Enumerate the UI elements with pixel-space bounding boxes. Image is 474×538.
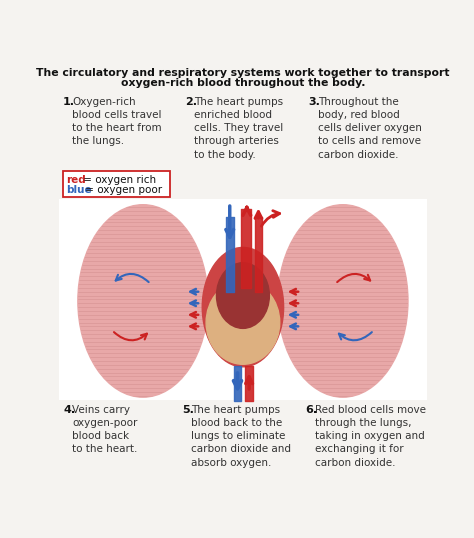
FancyBboxPatch shape (59, 199, 427, 400)
Ellipse shape (202, 247, 283, 367)
Ellipse shape (206, 281, 280, 364)
Text: Throughout the
body, red blood
cells deliver oxygen
to cells and remove
carbon d: Throughout the body, red blood cells del… (318, 97, 422, 160)
Text: 4.: 4. (63, 405, 75, 415)
Ellipse shape (78, 204, 208, 397)
Text: 1.: 1. (63, 97, 75, 107)
Text: = oxygen rich: = oxygen rich (80, 175, 156, 185)
Text: red: red (66, 175, 86, 185)
Text: = oxygen poor: = oxygen poor (82, 186, 162, 195)
Text: 5.: 5. (182, 405, 193, 415)
Text: The heart pumps
enriched blood
cells. They travel
through arteries
to the body.: The heart pumps enriched blood cells. Th… (194, 97, 283, 160)
Ellipse shape (278, 204, 408, 397)
Text: The circulatory and respiratory systems work together to transport: The circulatory and respiratory systems … (36, 68, 450, 79)
Text: blue: blue (66, 186, 92, 195)
Text: oxygen-rich blood throughout the body.: oxygen-rich blood throughout the body. (121, 79, 365, 88)
Text: 2.: 2. (185, 97, 197, 107)
Ellipse shape (217, 263, 269, 328)
Text: The heart pumps
blood back to the
lungs to eliminate
carbon dioxide and
absorb o: The heart pumps blood back to the lungs … (191, 405, 291, 468)
Text: Red blood cells move
through the lungs,
taking in oxygen and
exchanging it for
c: Red blood cells move through the lungs, … (315, 405, 426, 468)
Text: 3.: 3. (309, 97, 321, 107)
Text: Veins carry
oxygen-poor
blood back
to the heart.: Veins carry oxygen-poor blood back to th… (73, 405, 138, 455)
Text: 6.: 6. (306, 405, 318, 415)
Text: Oxygen-rich
blood cells travel
to the heart from
the lungs.: Oxygen-rich blood cells travel to the he… (73, 97, 162, 146)
FancyBboxPatch shape (63, 171, 170, 197)
